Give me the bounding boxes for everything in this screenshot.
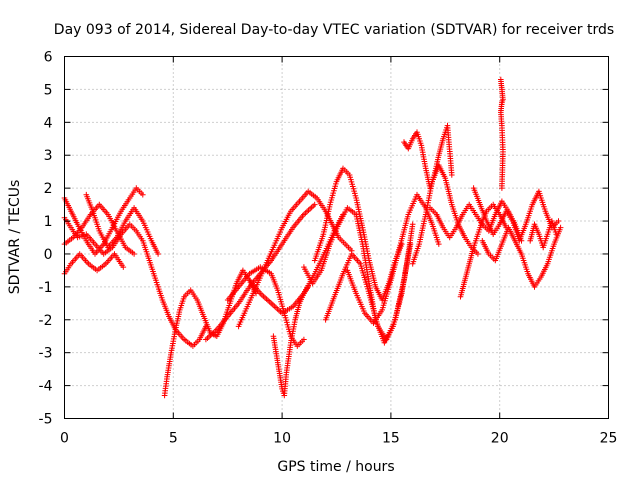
series-arc-d: [61, 251, 127, 277]
x-tick-labels: 0 5 10 15 20 25: [60, 431, 617, 447]
series-arc-e: [83, 191, 161, 257]
data-point-marker: [475, 251, 481, 257]
x-axis-label: GPS time / hours: [277, 459, 394, 475]
data-point-marker: [407, 241, 414, 247]
data-point-marker: [449, 172, 455, 178]
series-arc-f: [161, 267, 259, 399]
x-tick-label: 10: [273, 431, 291, 447]
x-tick-label: 20: [491, 431, 509, 447]
x-tick-label: 5: [169, 431, 178, 447]
series-arc-u: [479, 224, 564, 290]
data-point-marker: [155, 251, 161, 257]
series-arc-m: [301, 205, 416, 346]
series-arc-o: [344, 191, 442, 326]
y-tick-label: -3: [39, 346, 53, 362]
y-axis-label: SDTVAR / TECUs: [7, 180, 23, 295]
data-point-marker: [140, 191, 146, 198]
y-tick-label: -1: [39, 280, 53, 296]
y-tick-label: 5: [44, 82, 53, 98]
data-point-marker: [301, 336, 307, 343]
data-point-marker: [120, 264, 127, 270]
series-arc-p: [401, 122, 455, 191]
series-arc-n: [322, 241, 414, 343]
series-arc-t: [470, 185, 562, 244]
series-arc-k: [246, 211, 346, 316]
chart-title: Day 093 of 2014, Sidereal Day-to-day VTE…: [54, 22, 614, 38]
series-arc-b: [61, 185, 146, 257]
x-tick-label: 15: [382, 431, 400, 447]
series-arc-i: [224, 264, 307, 349]
y-tick-label: -4: [39, 379, 53, 395]
y-tick-labels: -5 -4 -3 -2 -1 0 1 2 3 4 5 6: [39, 50, 53, 428]
data-point-marker: [499, 185, 505, 191]
y-tick-label: -5: [39, 412, 53, 428]
plot-frame: [64, 56, 609, 419]
series-arc-h: [235, 188, 355, 330]
y-tick-label: 1: [44, 214, 53, 230]
series-arc-v: [527, 218, 560, 251]
data-point-marker: [311, 201, 318, 208]
series-arc-w: [498, 76, 506, 191]
axis-ticks: [64, 56, 609, 419]
y-tick-label: 3: [44, 148, 53, 164]
y-tick-label: 2: [44, 181, 53, 197]
data-point-marker: [557, 224, 564, 231]
data-point-marker: [409, 221, 416, 228]
y-tick-label: 6: [44, 50, 53, 66]
y-tick-label: 4: [44, 115, 53, 131]
x-tick-label: 25: [600, 431, 618, 447]
data-point-marker: [555, 218, 562, 224]
y-tick-label: -2: [39, 313, 53, 329]
data-point-marker: [436, 241, 442, 247]
data-points: [61, 76, 564, 399]
data-point-marker: [553, 231, 560, 237]
series-arc-q: [409, 162, 481, 267]
series-arc-g: [203, 201, 318, 343]
data-point-marker: [131, 251, 137, 257]
x-tick-label: 0: [60, 431, 69, 447]
y-tick-label: 0: [44, 247, 53, 263]
